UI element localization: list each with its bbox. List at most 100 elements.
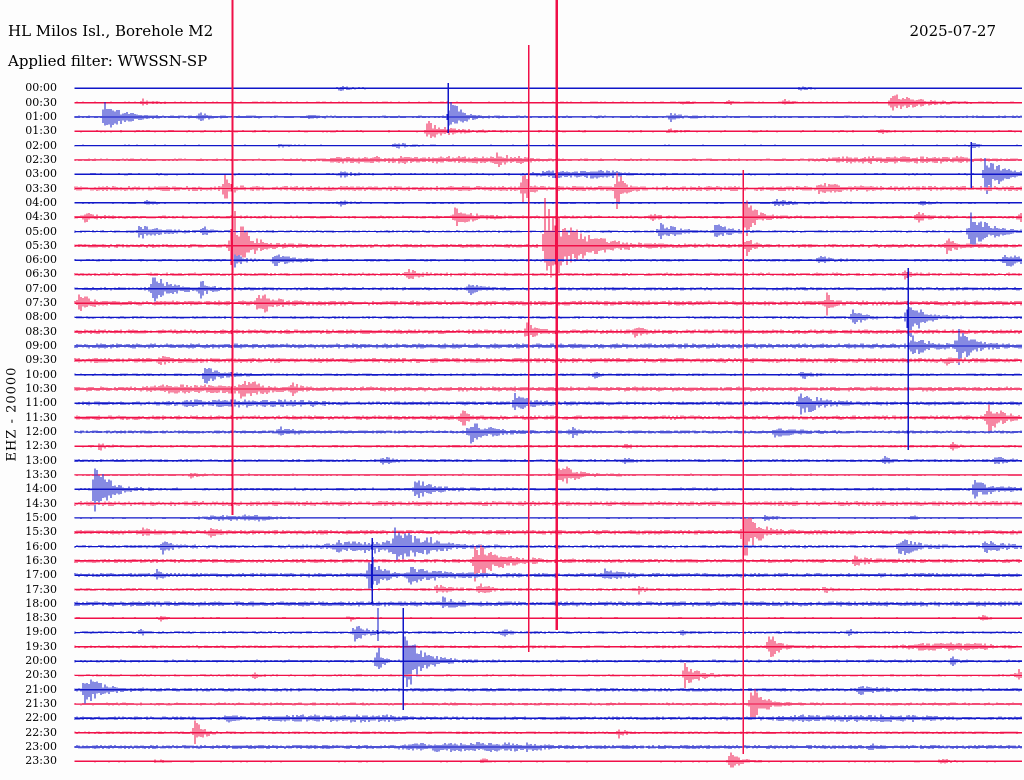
time-label: 17:00 bbox=[25, 568, 57, 582]
time-label: 10:30 bbox=[25, 382, 57, 396]
trace-waveform bbox=[74, 200, 1022, 237]
trace-waveform bbox=[74, 688, 1022, 720]
trace-waveform bbox=[74, 292, 1022, 316]
trace-waveform bbox=[74, 86, 1022, 92]
trace-waveform bbox=[74, 277, 1022, 302]
trace-waveform bbox=[74, 662, 1022, 689]
time-label: 20:00 bbox=[25, 654, 57, 668]
trace-waveform bbox=[74, 423, 1022, 444]
trace-waveform bbox=[74, 392, 1022, 415]
time-label: 14:00 bbox=[25, 482, 57, 496]
time-label: 10:00 bbox=[25, 367, 57, 381]
time-label: 09:30 bbox=[25, 353, 57, 367]
trace-waveform bbox=[74, 545, 1022, 582]
time-label: 22:00 bbox=[25, 711, 57, 725]
time-label: 08:30 bbox=[25, 324, 57, 338]
trace-waveform bbox=[74, 212, 1022, 247]
time-label: 20:30 bbox=[25, 668, 57, 682]
trace-waveform bbox=[74, 94, 1022, 111]
trace-waveform bbox=[74, 404, 1022, 432]
trace-waveform bbox=[74, 102, 1022, 128]
trace-waveform bbox=[74, 514, 1022, 522]
trace-waveform bbox=[74, 329, 1022, 366]
trace-waveform bbox=[74, 121, 1022, 138]
trace-waveform bbox=[74, 367, 1022, 384]
trace-waveform bbox=[74, 152, 1022, 167]
trace-waveform bbox=[74, 381, 1022, 399]
time-label: 04:00 bbox=[25, 195, 57, 209]
date-label: 2025-07-27 bbox=[909, 22, 996, 40]
trace-waveform bbox=[74, 254, 1022, 268]
trace-waveform bbox=[74, 307, 1022, 337]
time-label: 13:00 bbox=[25, 453, 57, 467]
time-axis: 00:00 00:30 01:00 01:30 02:00 02:30 03:00 03:30… bbox=[0, 0, 60, 780]
trace-waveform bbox=[74, 501, 1022, 506]
time-label: 08:00 bbox=[25, 310, 57, 324]
time-label: 23:00 bbox=[25, 740, 57, 754]
time-label: 05:00 bbox=[25, 224, 57, 238]
trace-waveform bbox=[74, 468, 1022, 512]
time-label: 06:30 bbox=[25, 267, 57, 281]
time-label: 15:00 bbox=[25, 510, 57, 524]
trace-waveform bbox=[74, 752, 1022, 768]
time-label: 01:00 bbox=[25, 109, 57, 123]
trace-waveform bbox=[74, 636, 1022, 657]
time-label: 05:30 bbox=[25, 238, 57, 252]
time-label: 02:00 bbox=[25, 138, 57, 152]
trace-waveform bbox=[74, 679, 1022, 705]
trace-waveform bbox=[74, 556, 1022, 591]
time-label: 22:30 bbox=[25, 725, 57, 739]
time-label: 11:30 bbox=[25, 410, 57, 424]
trace-waveform bbox=[74, 322, 1022, 339]
trace-waveform bbox=[74, 636, 1022, 687]
time-label: 00:00 bbox=[25, 81, 57, 95]
trace-waveform bbox=[74, 625, 1022, 642]
trace-waveform bbox=[74, 714, 1022, 723]
time-label: 09:00 bbox=[25, 339, 57, 353]
time-label: 12:30 bbox=[25, 439, 57, 453]
time-label: 15:30 bbox=[25, 525, 57, 539]
station-title: HL Milos Isl., Borehole M2 bbox=[8, 22, 214, 40]
trace-waveform bbox=[74, 527, 1022, 562]
trace-waveform bbox=[74, 142, 1022, 149]
time-label: 16:30 bbox=[25, 553, 57, 567]
time-label: 13:30 bbox=[25, 467, 57, 481]
time-label: 00:30 bbox=[25, 95, 57, 109]
trace-waveform bbox=[74, 269, 1022, 280]
time-label: 02:30 bbox=[25, 152, 57, 166]
time-label: 12:00 bbox=[25, 424, 57, 438]
trace-waveform bbox=[74, 596, 1022, 609]
time-label: 19:00 bbox=[25, 625, 57, 639]
time-label: 14:30 bbox=[25, 496, 57, 510]
trace-waveform bbox=[74, 442, 1022, 451]
trace-waveform bbox=[74, 742, 1022, 752]
time-label: 06:00 bbox=[25, 253, 57, 267]
time-label: 21:30 bbox=[25, 697, 57, 711]
time-label: 16:00 bbox=[25, 539, 57, 553]
time-label: 01:30 bbox=[25, 124, 57, 138]
trace-waveform bbox=[74, 158, 1022, 194]
filter-label: Applied filter: WWSSN-SP bbox=[8, 52, 208, 70]
trace-waveform bbox=[74, 720, 1022, 744]
time-label: 11:00 bbox=[25, 396, 57, 410]
time-label: 04:30 bbox=[25, 210, 57, 224]
trace-waveform bbox=[74, 583, 1022, 595]
trace-waveform bbox=[74, 172, 1022, 210]
trace-waveform bbox=[74, 466, 1022, 484]
time-label: 07:30 bbox=[25, 296, 57, 310]
trace-waveform bbox=[74, 198, 1022, 207]
time-label: 18:30 bbox=[25, 611, 57, 625]
trace-waveform bbox=[74, 356, 1022, 366]
time-label: 19:30 bbox=[25, 639, 57, 653]
time-label: 03:30 bbox=[25, 181, 57, 195]
time-label: 17:30 bbox=[25, 582, 57, 596]
time-label: 21:00 bbox=[25, 682, 57, 696]
trace-waveform bbox=[74, 455, 1022, 465]
trace-waveform bbox=[74, 615, 1022, 622]
time-label: 23:30 bbox=[25, 754, 57, 768]
trace-waveform bbox=[74, 517, 1022, 556]
time-label: 03:00 bbox=[25, 167, 57, 181]
time-label: 18:00 bbox=[25, 596, 57, 610]
